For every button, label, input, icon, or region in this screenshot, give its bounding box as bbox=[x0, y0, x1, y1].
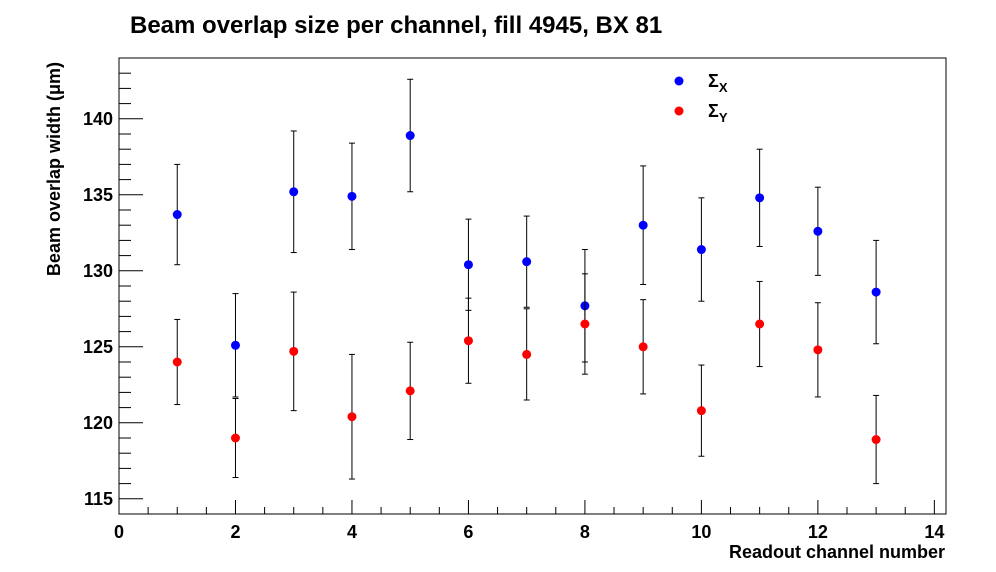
plot-area-border bbox=[118, 57, 947, 515]
legend: ΣX ΣY bbox=[674, 71, 728, 125]
data-point bbox=[230, 340, 240, 350]
x-tick-label: 12 bbox=[808, 522, 828, 542]
y-tick-label: 125 bbox=[83, 337, 113, 357]
data-point bbox=[755, 319, 765, 329]
x-tick-label: 6 bbox=[463, 522, 473, 542]
data-point bbox=[580, 319, 590, 329]
x-tick-label: 0 bbox=[114, 522, 124, 542]
axis-ticks bbox=[118, 57, 935, 515]
y-axis-label: Beam overlap width (μm) bbox=[44, 62, 64, 276]
plot-frame bbox=[118, 57, 947, 515]
x-tick-label: 8 bbox=[580, 522, 590, 542]
data-point bbox=[813, 226, 823, 236]
data-point bbox=[463, 336, 473, 346]
x-tick-label: 14 bbox=[924, 522, 944, 542]
legend-marker bbox=[674, 76, 684, 86]
data-point bbox=[405, 386, 415, 396]
data-point bbox=[696, 245, 706, 255]
x-tick-label: 2 bbox=[230, 522, 240, 542]
data-point bbox=[347, 191, 357, 201]
data-point bbox=[813, 345, 823, 355]
series-y bbox=[172, 273, 881, 485]
chart-title: Beam overlap size per channel, fill 4945… bbox=[130, 12, 662, 39]
data-point bbox=[871, 435, 881, 445]
y-tick-label: 115 bbox=[84, 489, 113, 509]
x-tick-label: 10 bbox=[691, 522, 711, 542]
data-points bbox=[172, 78, 881, 485]
data-point bbox=[871, 287, 881, 297]
data-point bbox=[230, 433, 240, 443]
y-tick-label: 135 bbox=[83, 185, 113, 205]
data-point bbox=[638, 220, 648, 230]
data-point bbox=[755, 193, 765, 203]
series-x bbox=[172, 78, 881, 398]
y-tick-label: 120 bbox=[83, 413, 113, 433]
legend-marker bbox=[674, 106, 684, 116]
data-point bbox=[463, 260, 473, 270]
x-axis-label: Readout channel number bbox=[729, 542, 945, 562]
y-tick-label: 140 bbox=[83, 109, 113, 129]
data-point bbox=[522, 257, 532, 267]
data-point bbox=[405, 131, 415, 141]
data-point bbox=[172, 357, 182, 367]
data-point bbox=[638, 342, 648, 352]
data-point bbox=[289, 346, 299, 356]
x-tick-label: 4 bbox=[347, 522, 357, 542]
data-point bbox=[522, 349, 532, 359]
data-point bbox=[347, 412, 357, 422]
data-point bbox=[172, 210, 182, 220]
tick-labels: 0 2 4 6 8 10 12 14 115 120 125 130 135 140 bbox=[83, 109, 944, 542]
y-tick-label: 130 bbox=[83, 261, 113, 281]
data-point bbox=[289, 187, 299, 197]
legend-label: ΣY bbox=[708, 101, 728, 125]
legend-label: ΣX bbox=[708, 71, 728, 95]
data-point bbox=[696, 406, 706, 416]
